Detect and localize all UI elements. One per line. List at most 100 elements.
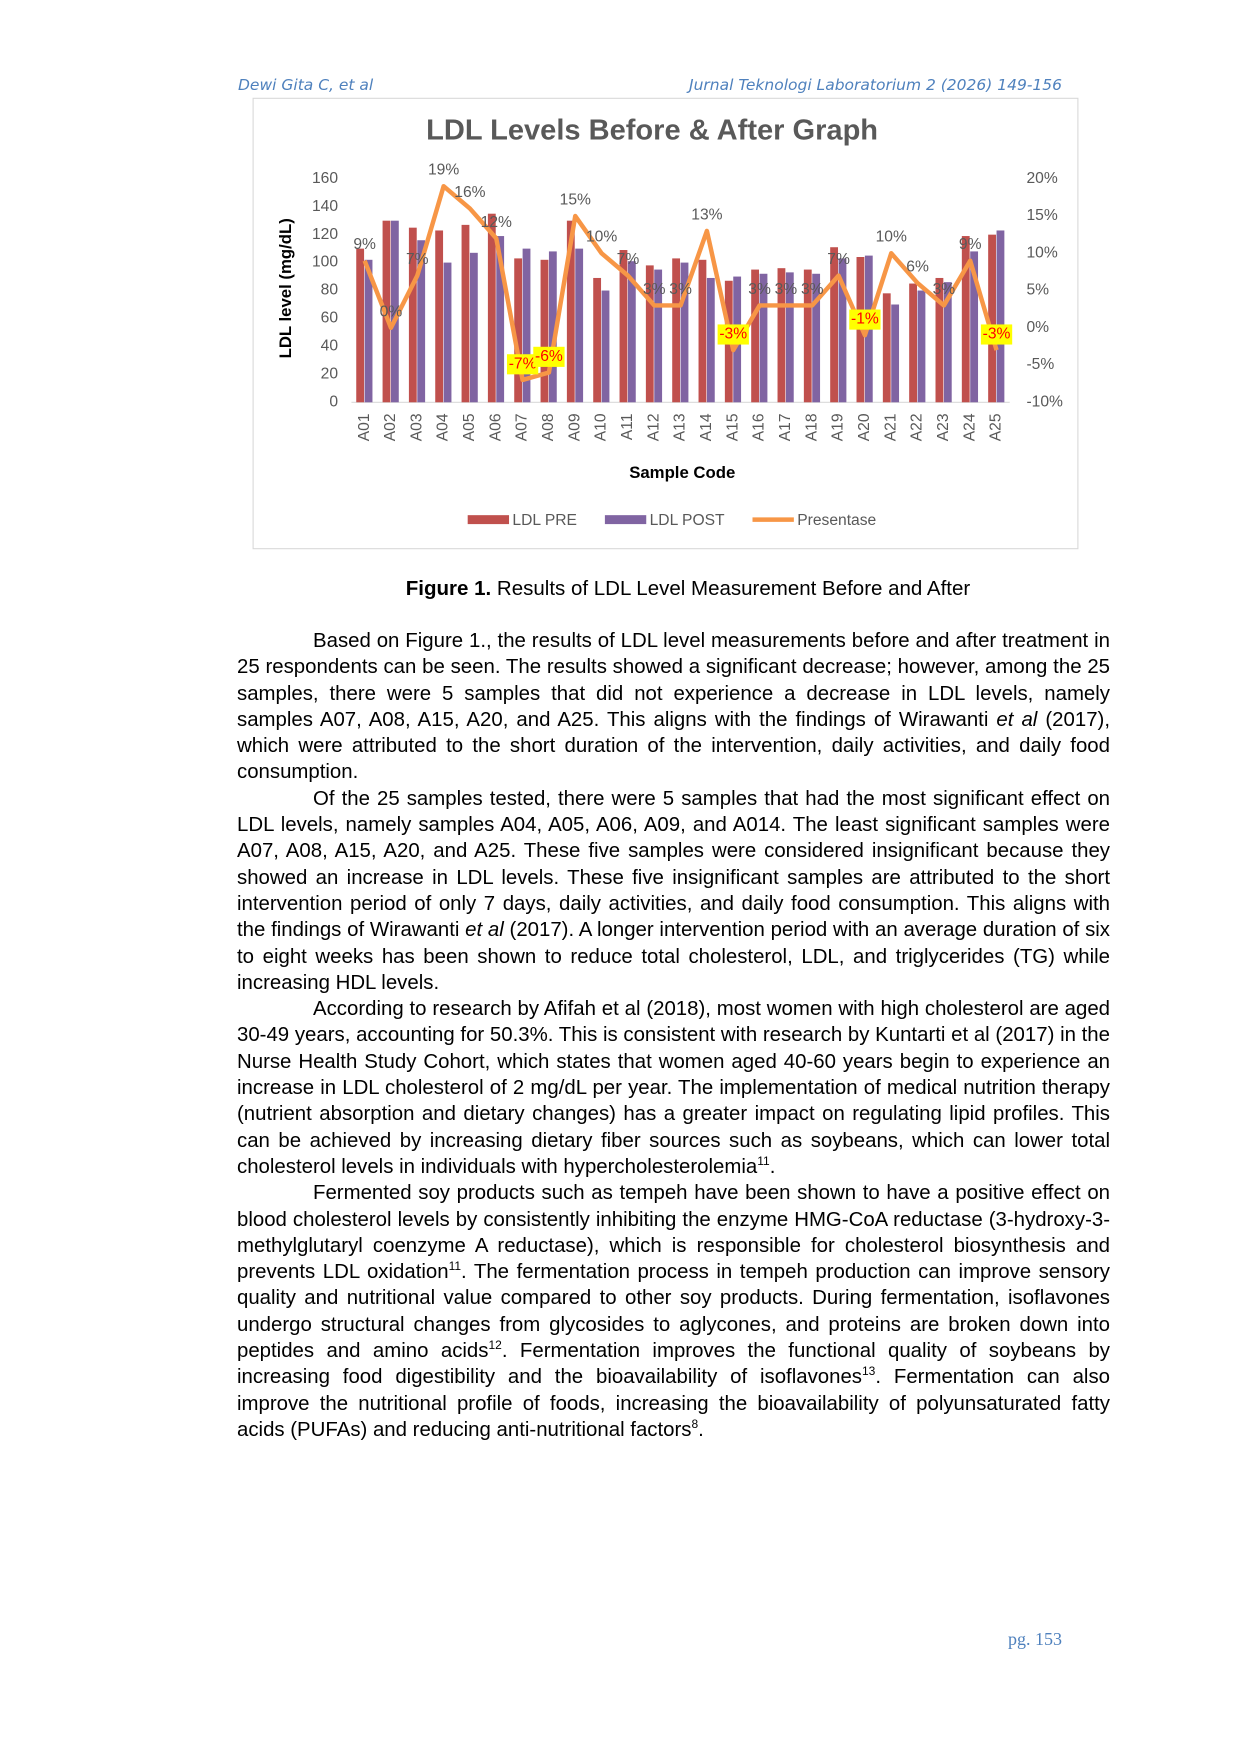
data-label: 19% (428, 162, 459, 179)
text-run: According to research by Afifah et al (2… (237, 998, 1110, 1178)
body-text: Based on Figure 1., the results of LDL l… (237, 628, 1110, 1443)
text-run: . The fermentation process in tempeh pro… (237, 1261, 1111, 1363)
bar (970, 251, 979, 403)
y2-tick-label: 5% (1026, 282, 1049, 299)
label-highlight (717, 324, 749, 345)
bar (706, 277, 715, 403)
text-run: Of the 25 samples tested, there were 5 s… (237, 787, 1110, 942)
data-label: 7% (617, 251, 640, 268)
bar (777, 268, 786, 403)
bar (435, 230, 444, 403)
x-tick-label: A09 (566, 413, 583, 441)
citation: 11 (757, 1154, 770, 1169)
italic-run: et al (996, 708, 1038, 731)
data-label: 7% (827, 251, 850, 268)
bar (417, 240, 426, 403)
bar (654, 269, 663, 403)
bar (961, 236, 970, 403)
y-tick-label: 140 (312, 198, 338, 215)
bar (487, 213, 496, 403)
label-highlight (533, 346, 565, 367)
bar (812, 273, 821, 403)
journal-name: Jurnal Teknologi Laboratorium 2 (2026) 1… (689, 76, 1062, 94)
y-tick-label: 20 (321, 365, 339, 382)
bar (759, 273, 768, 403)
text-run: . (769, 1155, 776, 1178)
x-tick-label: A01 (356, 413, 373, 441)
text-run: Based on Figure 1., the results of LDL l… (237, 630, 1110, 731)
data-label: 15% (560, 192, 591, 209)
bar (838, 258, 847, 403)
y2-tick-label: -10% (1026, 393, 1063, 410)
caption-text: Results of LDL Level Measurement Before … (496, 577, 971, 600)
bar (943, 282, 952, 403)
data-label: -6% (535, 348, 563, 365)
bar (522, 248, 531, 403)
x-tick-label: A08 (540, 413, 557, 441)
bar (540, 259, 549, 403)
data-label: -3% (983, 326, 1011, 343)
bar (469, 252, 478, 403)
y-tick-label: 100 (312, 254, 338, 271)
paragraph: Based on Figure 1., the results of LDL l… (237, 628, 1110, 786)
bar (364, 259, 373, 403)
page-number: pg. 153 (1008, 1629, 1062, 1649)
x-tick-label: A14 (698, 413, 715, 441)
bar (751, 269, 760, 403)
x-tick-label: A16 (751, 413, 768, 441)
y-tick-label: 40 (321, 338, 339, 355)
caption-label: Figure 1. (405, 577, 492, 600)
data-label: 3% (748, 281, 771, 298)
x-tick-label: A15 (724, 413, 741, 441)
bar (830, 247, 839, 403)
data-label: 16% (454, 184, 485, 201)
x-tick-label: A05 (461, 413, 478, 441)
running-author: Dewi Gita C, et al (238, 76, 374, 94)
y-tick-label: 160 (312, 170, 338, 187)
data-label: -7% (509, 355, 537, 372)
data-label: -3% (719, 326, 747, 343)
x-axis-title: Sample Code (629, 463, 735, 482)
bar (408, 227, 417, 403)
data-label: -1% (851, 311, 879, 328)
bar (785, 272, 794, 403)
label-highlight (506, 354, 539, 375)
y-tick-label: 80 (321, 282, 339, 299)
text-run: Fermented soy products such as tempeh ha… (237, 1182, 1110, 1284)
bar (698, 259, 707, 403)
bar (601, 290, 610, 403)
bar (514, 258, 523, 403)
x-tick-label: A25 (988, 413, 1005, 441)
text-run: . Fermentation improves the functional q… (237, 1340, 1110, 1389)
bar (909, 283, 917, 403)
x-tick-label: A18 (803, 413, 820, 441)
legend-swatch (467, 515, 510, 525)
bar (496, 236, 505, 403)
x-tick-label: A07 (514, 413, 531, 441)
x-tick-label: A21 (882, 413, 899, 441)
x-tick-label: A20 (856, 413, 873, 441)
data-label: 9% (353, 236, 376, 253)
citation: 12 (488, 1338, 502, 1353)
bar (882, 293, 891, 403)
bar (891, 304, 900, 403)
y-axis-title: LDL level (mg/dL) (276, 218, 295, 358)
x-tick-label: A06 (487, 413, 504, 441)
text-run: (2017), which were attributed to the sho… (237, 708, 1110, 784)
bar (566, 220, 575, 403)
percentage-line (362, 183, 999, 383)
bar (680, 262, 689, 403)
x-tick-label: A11 (619, 413, 636, 440)
citation: 11 (448, 1259, 462, 1274)
y-tick-label: 0 (329, 393, 338, 410)
y-tick-label: 120 (312, 226, 338, 243)
bar (619, 250, 628, 403)
x-tick-label: A19 (830, 413, 847, 441)
legend-label: LDL PRE (512, 512, 577, 529)
data-label: 3% (801, 281, 824, 298)
label-highlight (849, 309, 881, 330)
x-tick-label: A03 (408, 413, 425, 441)
bar (593, 277, 602, 403)
chart: LDL Levels Before & After Graph LDL leve… (252, 97, 1079, 550)
